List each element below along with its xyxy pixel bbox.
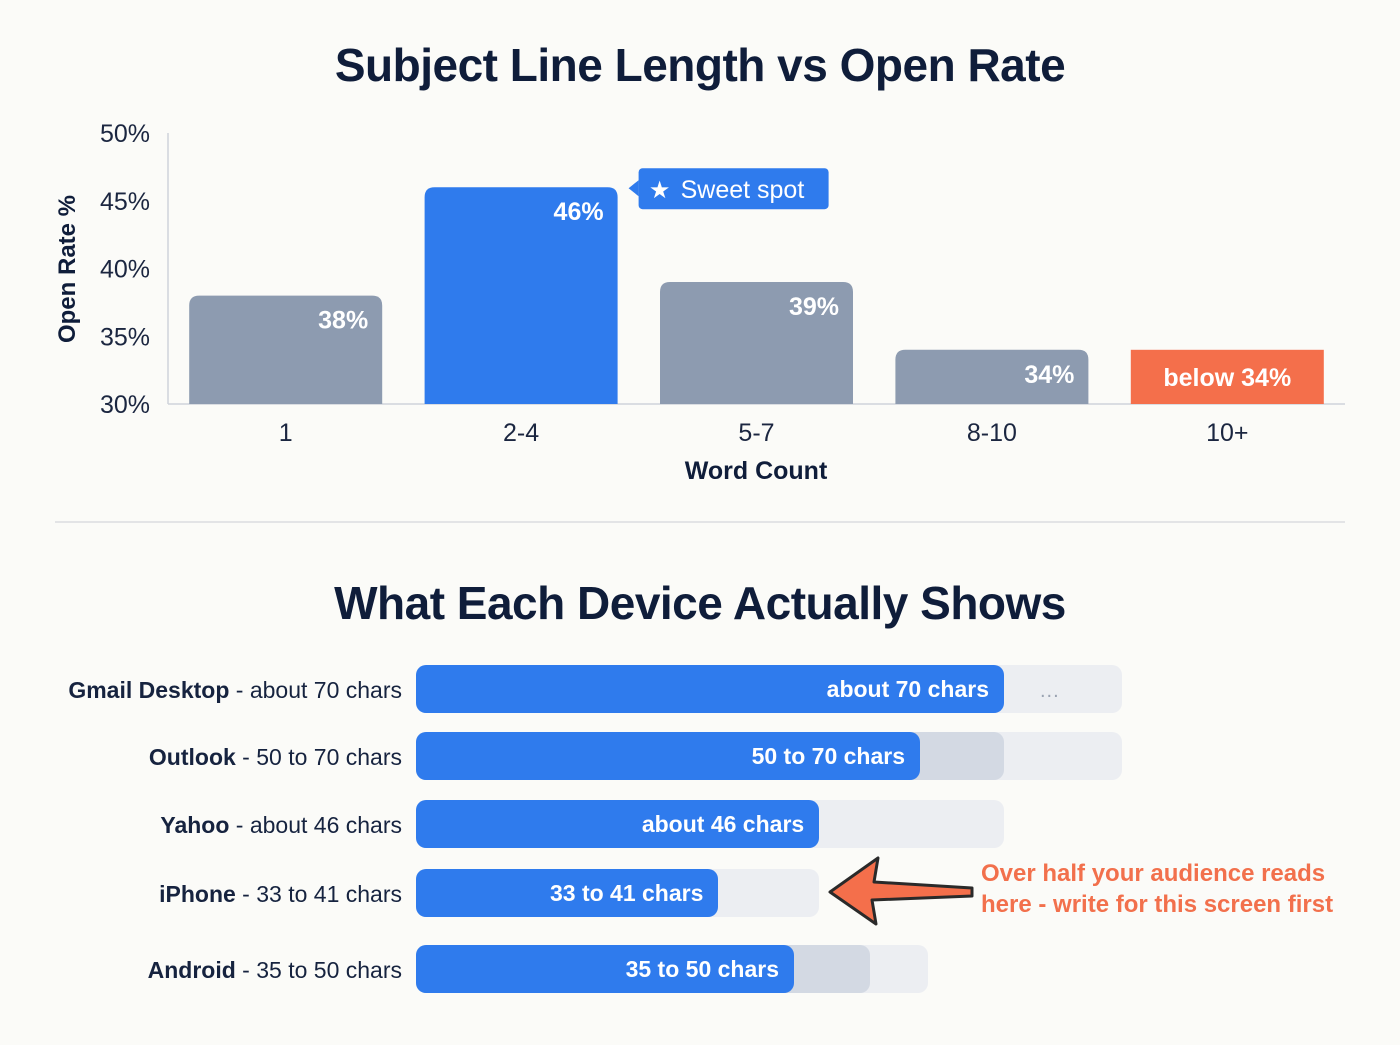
sweet-spot-callout: [638, 168, 829, 210]
x-tick-label: 5-7: [738, 419, 774, 447]
annotation-note: Over half your audience reads here - wri…: [981, 860, 1334, 918]
callout-label: Sweet spot: [681, 176, 805, 204]
truncation-ellipsis: ...: [1040, 680, 1060, 702]
chart-title: Subject Line Length vs Open Rate: [334, 39, 1066, 91]
device-char-range: - about 46 chars: [229, 812, 402, 838]
device-bar-fill: about 46 chars: [416, 800, 820, 848]
device-char-range: - 33 to 41 chars: [235, 881, 402, 907]
y-tick-label: 35%: [100, 323, 150, 351]
device-name: Yahoo: [160, 812, 230, 838]
device-name: Gmail Desktop: [68, 677, 230, 703]
device-bar-fill: 33 to 41 chars: [416, 869, 719, 917]
device-char-range: - 50 to 70 chars: [235, 744, 402, 770]
callout-pointer: [628, 180, 639, 197]
bar-value-label: 46%: [554, 198, 604, 226]
x-axis-title: Word Count: [685, 457, 828, 485]
device-name: Outlook: [148, 744, 236, 770]
device-char-range: - 35 to 50 chars: [235, 957, 402, 983]
device-bar-fill: 50 to 70 chars: [416, 732, 920, 780]
section-divider: [55, 521, 1345, 523]
device-row: Yahoo - about 46 chars about 46 chars: [0, 800, 1400, 850]
device-label: Yahoo - about 46 chars: [160, 800, 402, 850]
x-tick-label: 10+: [1206, 419, 1248, 447]
x-tick-label: 1: [279, 419, 293, 447]
device-label: iPhone - 33 to 41 chars: [159, 869, 402, 919]
bar-8-10: [895, 349, 1089, 404]
bar-1: [189, 295, 383, 404]
y-tick-label: 40%: [100, 256, 150, 284]
device-row: Gmail Desktop - about 70 chars about 70 c…: [0, 665, 1400, 715]
bar-value-label: 39%: [789, 293, 839, 321]
device-name: iPhone: [159, 881, 236, 907]
device-row: Android - 35 to 50 chars 35 to 50 chars: [0, 945, 1400, 995]
y-tick-label: 50%: [100, 120, 150, 148]
y-tick-label: 45%: [100, 188, 150, 216]
device-bar-fill: 35 to 50 chars: [416, 945, 794, 993]
x-tick-label: 8-10: [967, 419, 1017, 447]
arrow-left-icon: [828, 856, 974, 926]
y-tick-label: 30%: [100, 391, 150, 419]
y-axis-title: Open Rate %: [54, 195, 81, 343]
bar-value-label: 34%: [1024, 361, 1074, 389]
device-row: iPhone - 33 to 41 chars 33 to 41 chars: [0, 869, 1400, 919]
devices-title: What Each Device Actually Shows: [334, 577, 1066, 629]
bar-value-label: 38%: [318, 307, 368, 335]
x-tick-label: 2-4: [503, 419, 539, 447]
device-label: Android - 35 to 50 chars: [148, 945, 402, 995]
device-bar-fill: about 70 chars: [416, 665, 1004, 713]
star-icon: ★: [649, 176, 671, 204]
open-rate-bar-chart: 30% 35% 40% 45% 50% Open Rate % Word Count 38% 1…: [54, 120, 1345, 485]
bar-value-label: below 34%: [1163, 364, 1291, 392]
bar-10+: [1130, 349, 1324, 404]
device-char-range: - about 70 chars: [229, 677, 402, 703]
bar-2-4: [424, 187, 618, 404]
device-label: Outlook - 50 to 70 chars: [149, 732, 402, 782]
device-name: Android: [147, 957, 236, 983]
bar-5-7: [660, 282, 853, 404]
device-row: Outlook - 50 to 70 chars 50 to 70 chars: [0, 732, 1400, 782]
device-label: Gmail Desktop - about 70 chars: [68, 665, 402, 715]
